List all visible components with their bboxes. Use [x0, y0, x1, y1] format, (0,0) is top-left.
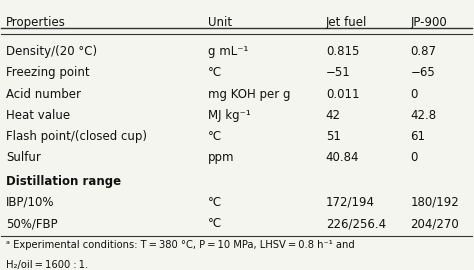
Text: 226/256.4: 226/256.4: [326, 217, 386, 230]
Text: 0.815: 0.815: [326, 45, 359, 58]
Text: H₂/oil = 1600 : 1.: H₂/oil = 1600 : 1.: [6, 260, 88, 270]
Text: 204/270: 204/270: [410, 217, 459, 230]
Text: 50%/FBP: 50%/FBP: [6, 217, 58, 230]
Text: °C: °C: [208, 196, 222, 209]
Text: ᵃ Experimental conditions: T = 380 °C, P = 10 MPa, LHSV = 0.8 h⁻¹ and: ᵃ Experimental conditions: T = 380 °C, P…: [6, 239, 355, 249]
Text: 0.87: 0.87: [410, 45, 437, 58]
Text: 42.8: 42.8: [410, 109, 437, 122]
Text: °C: °C: [208, 217, 222, 230]
Text: ppm: ppm: [208, 151, 235, 164]
Text: Properties: Properties: [6, 16, 66, 29]
Text: 0.011: 0.011: [326, 88, 359, 101]
Text: Distillation range: Distillation range: [6, 175, 121, 188]
Text: 51: 51: [326, 130, 341, 143]
Text: Acid number: Acid number: [6, 88, 81, 101]
Text: °C: °C: [208, 130, 222, 143]
Text: °C: °C: [208, 66, 222, 79]
Text: 42: 42: [326, 109, 341, 122]
Text: JP-900: JP-900: [410, 16, 447, 29]
Text: IBP/10%: IBP/10%: [6, 196, 55, 209]
Text: Heat value: Heat value: [6, 109, 70, 122]
Text: 180/192: 180/192: [410, 196, 459, 209]
Text: Jet fuel: Jet fuel: [326, 16, 367, 29]
Text: 0: 0: [410, 151, 418, 164]
Text: −51: −51: [326, 66, 351, 79]
Text: Density/(20 °C): Density/(20 °C): [6, 45, 97, 58]
Text: −65: −65: [410, 66, 435, 79]
Text: 172/194: 172/194: [326, 196, 375, 209]
Text: Freezing point: Freezing point: [6, 66, 90, 79]
Text: mg KOH per g: mg KOH per g: [208, 88, 291, 101]
Text: 0: 0: [410, 88, 418, 101]
Text: 61: 61: [410, 130, 426, 143]
Text: g mL⁻¹: g mL⁻¹: [208, 45, 249, 58]
Text: Unit: Unit: [208, 16, 232, 29]
Text: 40.84: 40.84: [326, 151, 359, 164]
Text: MJ kg⁻¹: MJ kg⁻¹: [208, 109, 251, 122]
Text: Sulfur: Sulfur: [6, 151, 41, 164]
Text: Flash point/(closed cup): Flash point/(closed cup): [6, 130, 147, 143]
